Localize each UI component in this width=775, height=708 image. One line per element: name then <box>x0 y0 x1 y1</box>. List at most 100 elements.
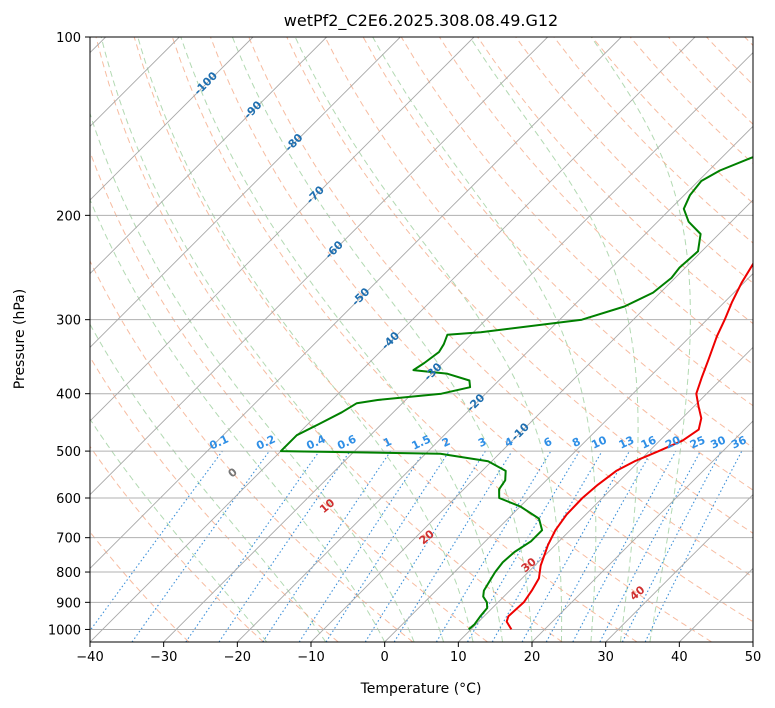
mixing-ratio-label: 36 <box>729 433 749 451</box>
dry-adiabat <box>171 37 712 642</box>
plot-area: -100-90-80-70-60-50-40-30-20-100.1 0.2 0.4… <box>90 37 753 642</box>
x-tick-label: 20 <box>524 650 541 665</box>
y-axis: 1000 900 800 700 600 500 400 300 200 100 <box>48 31 90 638</box>
dry-adiabats <box>90 37 753 642</box>
mixing-ratio-line <box>599 450 701 642</box>
isotherm-line <box>384 273 753 642</box>
moist-adiabats <box>90 37 691 642</box>
moist-adiabat <box>372 37 597 642</box>
isotherm-line <box>90 37 696 642</box>
x-tick-label: −20 <box>224 650 251 665</box>
y-tick-label: 800 <box>56 566 81 581</box>
isotherm-line <box>163 52 753 642</box>
x-tick-label: −10 <box>297 650 324 665</box>
dry-adiabat <box>90 445 264 642</box>
x-tick-label: −40 <box>76 650 103 665</box>
mixing-ratio-line <box>298 450 425 642</box>
mixing-ratio-line <box>325 450 450 642</box>
dry-adiabat <box>133 37 638 642</box>
dry-adiabat <box>210 37 753 623</box>
dry-adiabat-label: 40 <box>627 583 647 603</box>
y-axis-label: Pressure (hPa) <box>12 289 28 389</box>
mixing-ratio-label: 0.4 <box>304 432 327 452</box>
mixing-ratio-label: 16 <box>639 433 659 451</box>
mixing-ratio-line <box>572 450 677 642</box>
mixing-ratio-label: 6 <box>542 435 555 450</box>
dry-adiabat <box>515 37 753 284</box>
temperature-line <box>505 262 753 630</box>
dry-adiabat <box>95 37 563 642</box>
dry-adiabat <box>248 37 753 578</box>
isotherm-line <box>90 37 327 275</box>
y-tick-label: 700 <box>56 532 81 547</box>
dry-adiabat <box>90 150 488 642</box>
dry-adiabat-label: 20 <box>417 527 437 547</box>
isotherm-line <box>90 37 254 201</box>
x-tick-label: 30 <box>597 650 614 665</box>
mixing-ratio-label: 0.1 <box>207 433 230 453</box>
x-tick-label: −30 <box>150 650 177 665</box>
y-tick-label: 300 <box>56 314 81 329</box>
isotherm-line <box>90 37 622 569</box>
isotherm-label: -50 <box>349 285 372 308</box>
dry-adiabat <box>668 37 753 125</box>
y-tick-label: 500 <box>56 445 81 460</box>
isotherm-line <box>90 37 548 496</box>
dry-adiabat <box>477 37 753 325</box>
moist-adiabat <box>90 198 386 642</box>
mixing-ratio-label: 8 <box>570 435 582 450</box>
isotherm-line <box>605 494 753 642</box>
sounding-series <box>279 156 753 631</box>
mixing-ratio-line <box>185 450 320 642</box>
chart-title: wetPf2_C2E6.2025.308.08.49.G12 <box>284 11 558 31</box>
mixing-ratio-line <box>545 450 653 642</box>
moist-adiabat <box>100 37 445 642</box>
isotherm-label: -40 <box>379 329 402 352</box>
mixing-ratio-line <box>521 450 630 642</box>
moist-adiabat <box>90 323 327 642</box>
y-tick-label: 200 <box>56 209 81 224</box>
isotherm-label: -60 <box>323 238 346 261</box>
dry-adiabat <box>90 531 190 642</box>
dry-adiabat <box>744 37 753 47</box>
isotherm-line <box>90 37 475 422</box>
moist-adiabat <box>90 418 268 642</box>
x-tick-label: 10 <box>450 650 467 665</box>
isotherm-line <box>752 641 753 642</box>
skewed-isotherms <box>90 37 753 642</box>
y-tick-label: 900 <box>56 596 81 611</box>
moist-adiabat <box>180 37 503 642</box>
y-tick-label: 400 <box>56 388 81 403</box>
y-tick-label: 600 <box>56 492 81 507</box>
x-tick-label: 0 <box>381 650 389 665</box>
isotherm-line <box>679 567 753 642</box>
moist-adiabat <box>294 37 563 642</box>
mixing-ratio-label: 0.2 <box>254 433 277 453</box>
y-tick-label: 1000 <box>48 623 81 638</box>
moist-adiabat <box>137 37 474 642</box>
mixing-ratio-lines <box>90 450 743 642</box>
x-axis-label: Temperature (°C) <box>360 681 482 697</box>
x-axis: −40 −30 −20 −10 0 10 20 30 40 50 <box>76 642 761 665</box>
dewpoint-line <box>279 156 753 631</box>
isotherm-line <box>531 420 753 642</box>
mixing-ratio-label: 13 <box>617 433 636 451</box>
mixing-ratio-label: 0.6 <box>335 432 358 452</box>
y-tick-label: 100 <box>56 31 81 46</box>
isotherm-line <box>310 199 753 642</box>
isotherm-label: -70 <box>304 183 327 206</box>
mixing-ratio-line <box>393 450 513 642</box>
dry-adiabat <box>324 37 753 491</box>
moist-adiabat <box>469 37 639 642</box>
moist-adiabat <box>590 37 691 642</box>
mixing-ratio-line <box>90 450 223 632</box>
isotherm-line <box>90 37 401 348</box>
x-tick-label: 50 <box>745 650 762 665</box>
dry-adiabat <box>591 37 753 204</box>
dry-adiabat <box>90 259 414 642</box>
dry-adiabat <box>286 37 753 534</box>
dry-adiabat <box>90 356 339 642</box>
pressure-gridlines <box>90 37 753 630</box>
moist-adiabat <box>231 37 533 642</box>
